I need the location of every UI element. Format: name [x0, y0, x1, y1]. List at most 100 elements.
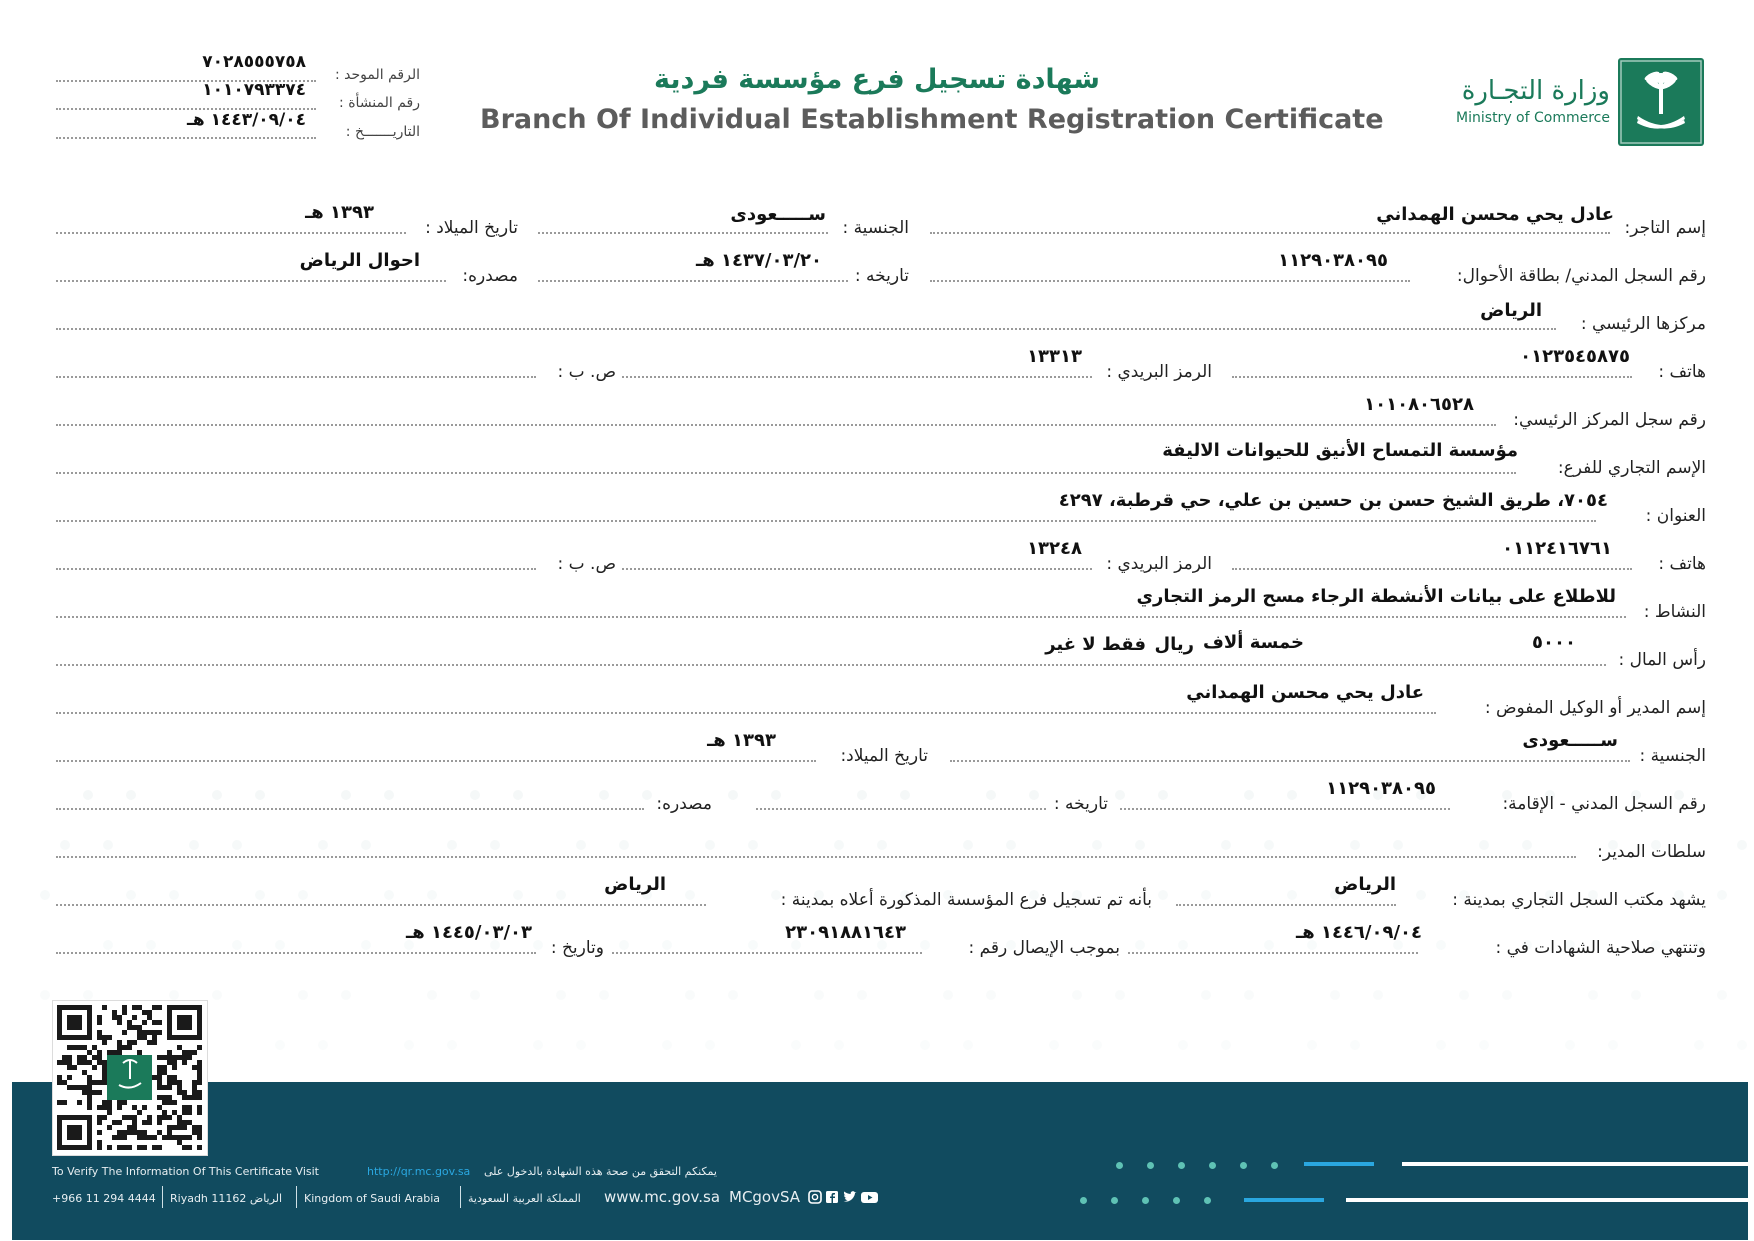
pobox2-label: ص. ب : [557, 554, 617, 574]
background-dot [318, 840, 328, 850]
receipt-date-dots [56, 952, 536, 954]
office-label: يشهد مكتب السجل التجاري بمدينة : [1452, 890, 1706, 910]
palm-swords-emblem-icon [1620, 60, 1702, 144]
background-dot [1608, 840, 1618, 850]
header-date-dots [56, 137, 316, 139]
background-dot [705, 1040, 715, 1050]
footer-city: Riyadh 11162 الرياض [170, 1192, 283, 1205]
background-dot [943, 890, 953, 900]
background-dot [1049, 1040, 1059, 1050]
trade-name-label: الإسم التجاري للفرع: [1557, 458, 1706, 478]
background-dot [470, 990, 480, 1000]
background-dot [1350, 1040, 1360, 1050]
social-icons [808, 1189, 880, 1209]
phone1: ٠١٢٣٥٤٥٨٧٥ [1520, 346, 1630, 367]
background-dot [490, 940, 500, 950]
background-dot [576, 840, 586, 850]
establishment-number-label: رقم المنشأة : [339, 95, 420, 111]
background-dot [318, 1040, 328, 1050]
capital-words: خمسة ألاف [1202, 632, 1304, 653]
capital-currency: ريال [1154, 634, 1195, 655]
background-dot [1565, 940, 1575, 950]
merchant-name: عادل يحي محسن الهمداني [1376, 204, 1614, 225]
background-dot [1416, 890, 1426, 900]
background-dot [1092, 840, 1102, 850]
background-dot [900, 790, 910, 800]
manager-id-source-dots [56, 808, 644, 810]
background-dot [1479, 840, 1489, 850]
background-dot [1006, 840, 1016, 850]
background-dot [685, 890, 695, 900]
nationality: ســـــعودى [730, 204, 826, 225]
footer-website[interactable]: www.mc.gov.sa [604, 1188, 721, 1206]
instagram-icon[interactable] [808, 1190, 822, 1204]
background-dot [814, 890, 824, 900]
birth-date: ١٣٩٣ هـ [305, 202, 374, 223]
manager-birth: ١٣٩٣ هـ [707, 730, 776, 751]
id-date: ١٤٣٧/٠٣/٢٠ هـ [696, 250, 822, 271]
background-dot [1565, 1040, 1575, 1050]
background-dot [834, 840, 844, 850]
background-dot [748, 940, 758, 950]
background-dot [1287, 890, 1297, 900]
background-dot [963, 840, 973, 850]
civil-id-label: رقم السجل المدني/ بطاقة الأحوال: [1456, 266, 1706, 286]
qr-code-icon [57, 1005, 202, 1150]
background-dot [619, 840, 629, 850]
background-dot [556, 890, 566, 900]
background-dot [1135, 940, 1145, 950]
facebook-icon[interactable] [826, 1191, 838, 1203]
footer-divider [162, 1186, 163, 1208]
manager-name: عادل يحي محسن الهمداني [1186, 682, 1424, 703]
header-date-label: التاريـــــــخ : [345, 124, 420, 140]
background-dot [1479, 1040, 1489, 1050]
background-dot [1588, 990, 1598, 1000]
background-dot [1264, 940, 1274, 950]
qr-code[interactable] [52, 1000, 208, 1156]
background-dot [103, 840, 113, 850]
background-dot [877, 940, 887, 950]
background-dot [232, 840, 242, 850]
background-dot [1522, 840, 1532, 850]
background-dot [556, 990, 566, 1000]
nationality-label: الجنسية : [842, 218, 909, 238]
id-source-label: مصدره: [462, 266, 518, 286]
activity-label: النشاط : [1643, 602, 1706, 622]
background-dot [447, 1040, 457, 1050]
background-dot [791, 940, 801, 950]
background-dot [1393, 840, 1403, 850]
twitter-icon[interactable] [843, 1191, 857, 1202]
background-dot [728, 790, 738, 800]
background-dot [1307, 1040, 1317, 1050]
background-dot [427, 990, 437, 1000]
footer-divider [460, 1186, 461, 1208]
background-dot [1737, 840, 1747, 850]
footer-social-handle[interactable]: MCgovSA [729, 1188, 801, 1206]
background-dot [1608, 1040, 1618, 1050]
background-dot [361, 940, 371, 950]
background-dot [1674, 790, 1684, 800]
footer-divider [296, 1186, 297, 1208]
civil-id-dots [930, 280, 1410, 282]
footer-country-ar: المملكة العربية السعودية [468, 1192, 581, 1205]
birth-date-dots [56, 232, 406, 234]
background-dot [1522, 940, 1532, 950]
verify-url[interactable]: http://qr.mc.gov.sa [367, 1165, 471, 1178]
background-dot [447, 840, 457, 850]
background-dot [1244, 790, 1254, 800]
postal1: ١٣٣١٣ [1027, 346, 1082, 367]
unified-number-dots [56, 80, 316, 82]
background-dot [900, 890, 910, 900]
address: ٧٠٥٤، طريق الشيخ حسن بن حسين بن علي، حي … [1058, 490, 1608, 511]
id-date-dots [538, 280, 848, 282]
address-dots [56, 520, 1596, 522]
background-dot [384, 790, 394, 800]
hq-cr-label: رقم سجل المركز الرئيسي: [1513, 410, 1706, 430]
background-dot [146, 940, 156, 950]
background-dot [642, 890, 652, 900]
background-dot [1631, 990, 1641, 1000]
background-dot [963, 1040, 973, 1050]
manager-birth-label: تاريخ الميلاد: [840, 746, 928, 766]
youtube-icon[interactable] [861, 1192, 878, 1203]
background-dot [642, 790, 652, 800]
